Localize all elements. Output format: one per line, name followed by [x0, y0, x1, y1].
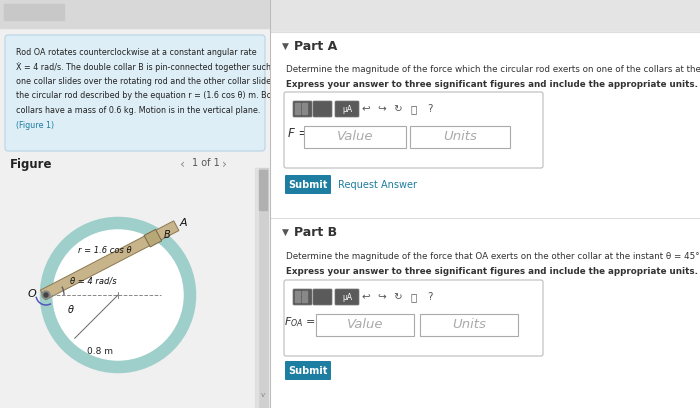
Text: Determine the magnitude of the force that OA exerts on the other collar at the i: Determine the magnitude of the force tha…: [286, 252, 699, 261]
Text: ?: ?: [427, 104, 433, 114]
Text: $F_{OA}$ =: $F_{OA}$ =: [284, 315, 316, 329]
Bar: [302, 103, 307, 108]
FancyBboxPatch shape: [313, 289, 332, 305]
Text: ▼: ▼: [282, 228, 289, 237]
FancyBboxPatch shape: [293, 101, 312, 117]
Text: ▼: ▼: [282, 42, 289, 51]
FancyBboxPatch shape: [285, 175, 331, 194]
Text: ↩: ↩: [362, 104, 370, 114]
Text: ‹: ‹: [180, 158, 185, 171]
Text: v: v: [261, 392, 265, 398]
Text: ↻: ↻: [393, 104, 402, 114]
Text: ›: ›: [222, 158, 227, 171]
Bar: [302, 291, 307, 296]
Bar: [270, 218, 700, 408]
Polygon shape: [144, 229, 162, 247]
Bar: [270, 0, 700, 32]
Bar: [295, 297, 300, 302]
Text: μA: μA: [342, 104, 352, 113]
FancyBboxPatch shape: [335, 101, 359, 117]
Text: Part B: Part B: [294, 226, 337, 239]
Text: 0.8 m: 0.8 m: [87, 347, 113, 356]
Bar: [295, 291, 300, 296]
Text: r = 1.6 cos θ: r = 1.6 cos θ: [78, 246, 132, 255]
Text: O: O: [27, 289, 36, 299]
Bar: [302, 109, 307, 114]
FancyBboxPatch shape: [313, 101, 332, 117]
Text: Determine the magnitude of the force which the circular rod exerts on one of the: Determine the magnitude of the force whi…: [286, 65, 700, 74]
Bar: [316, 314, 414, 336]
Text: Submit: Submit: [288, 366, 328, 375]
Text: Units: Units: [443, 131, 477, 144]
Text: Ẋ = 4 rad/s. The double collar B is pin-connected together such that: Ẋ = 4 rad/s. The double collar B is pin-…: [16, 62, 290, 72]
Circle shape: [46, 223, 190, 367]
Text: Express your answer to three significant figures and include the appropriate uni: Express your answer to three significant…: [286, 267, 698, 276]
Bar: [4, 4, 64, 20]
Text: the circular rod described by the equation r = (1.6 cos θ) m. Both: the circular rod described by the equati…: [16, 91, 280, 100]
Text: ↪: ↪: [377, 292, 386, 302]
Bar: [255, 168, 258, 408]
Text: B: B: [164, 230, 171, 240]
Text: ⬜: ⬜: [411, 104, 417, 114]
Text: ↪: ↪: [377, 104, 386, 114]
Text: Submit: Submit: [288, 180, 328, 189]
Text: 1 of 1: 1 of 1: [192, 158, 220, 168]
Circle shape: [44, 293, 48, 297]
Text: ↻: ↻: [393, 292, 402, 302]
Bar: [259, 170, 267, 210]
Text: Express your answer to three significant figures and include the appropriate uni: Express your answer to three significant…: [286, 80, 698, 89]
Text: one collar slides over the rotating rod and the other collar slides over: one collar slides over the rotating rod …: [16, 77, 296, 86]
FancyBboxPatch shape: [284, 92, 543, 168]
Bar: [270, 32, 700, 218]
FancyBboxPatch shape: [335, 289, 359, 305]
Text: F =: F =: [288, 127, 309, 140]
Text: ↩: ↩: [362, 292, 370, 302]
Circle shape: [42, 291, 50, 299]
Text: ?: ?: [427, 292, 433, 302]
FancyBboxPatch shape: [284, 280, 543, 356]
Bar: [0, 0, 270, 28]
Bar: [410, 126, 510, 148]
Text: Part A: Part A: [294, 40, 337, 53]
Text: Value: Value: [337, 131, 373, 144]
Text: Value: Value: [346, 319, 384, 331]
Bar: [258, 168, 268, 408]
Text: Units: Units: [452, 319, 486, 331]
Polygon shape: [41, 221, 179, 300]
Text: collars have a mass of 0.6 kg. Motion is in the vertical plane.: collars have a mass of 0.6 kg. Motion is…: [16, 106, 260, 115]
Bar: [295, 109, 300, 114]
Text: Figure: Figure: [10, 158, 52, 171]
Bar: [304, 126, 406, 148]
Text: A: A: [179, 218, 187, 228]
Text: (Figure 1): (Figure 1): [16, 120, 54, 129]
FancyBboxPatch shape: [293, 289, 312, 305]
Text: θ̇ = 4 rad/s: θ̇ = 4 rad/s: [70, 277, 117, 286]
Text: ⬜: ⬜: [411, 292, 417, 302]
FancyBboxPatch shape: [5, 35, 265, 151]
Text: Request Answer: Request Answer: [338, 180, 417, 189]
FancyBboxPatch shape: [285, 361, 331, 380]
Bar: [420, 314, 518, 336]
Text: Rod OA rotates counterclockwise at a constant angular rate: Rod OA rotates counterclockwise at a con…: [16, 48, 257, 57]
Bar: [295, 103, 300, 108]
Bar: [302, 297, 307, 302]
Text: μA: μA: [342, 293, 352, 302]
Text: θ: θ: [68, 305, 74, 315]
